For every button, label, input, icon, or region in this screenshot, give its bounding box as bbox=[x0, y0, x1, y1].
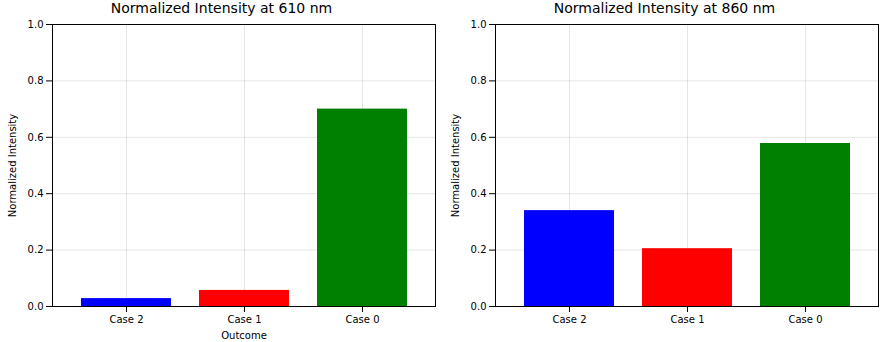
svg-text:Case 2: Case 2 bbox=[552, 314, 586, 325]
svg-text:0.4: 0.4 bbox=[471, 188, 487, 199]
svg-text:1.0: 1.0 bbox=[471, 19, 487, 30]
svg-text:0.2: 0.2 bbox=[471, 244, 487, 255]
svg-text:0.6: 0.6 bbox=[471, 132, 487, 143]
svg-text:Normalized Intensity: Normalized Intensity bbox=[450, 114, 461, 217]
svg-text:Case 1: Case 1 bbox=[227, 314, 261, 325]
svg-text:Outcome: Outcome bbox=[221, 330, 267, 341]
svg-text:0.2: 0.2 bbox=[28, 244, 44, 255]
svg-text:0.0: 0.0 bbox=[28, 301, 44, 312]
svg-text:1.0: 1.0 bbox=[28, 19, 44, 30]
svg-text:Case 0: Case 0 bbox=[345, 314, 379, 325]
svg-text:Normalized Intensity: Normalized Intensity bbox=[7, 114, 18, 217]
html-text:Normalized Intensity at 860 nm: Normalized Intensity at 860 nm bbox=[553, 0, 776, 16]
svg-text:0.8: 0.8 bbox=[28, 75, 44, 86]
svg-text:Case 2: Case 2 bbox=[109, 314, 143, 325]
html-text:Normalized Intensity at 610 nm: Normalized Intensity at 610 nm bbox=[110, 0, 333, 16]
svg-text:Case 1: Case 1 bbox=[670, 314, 704, 325]
svg-text:0.8: 0.8 bbox=[471, 75, 487, 86]
svg-text:0.4: 0.4 bbox=[28, 188, 44, 199]
svg-text:Case 0: Case 0 bbox=[788, 314, 822, 325]
svg-text:0.6: 0.6 bbox=[28, 132, 44, 143]
svg-text:0.0: 0.0 bbox=[471, 301, 487, 312]
